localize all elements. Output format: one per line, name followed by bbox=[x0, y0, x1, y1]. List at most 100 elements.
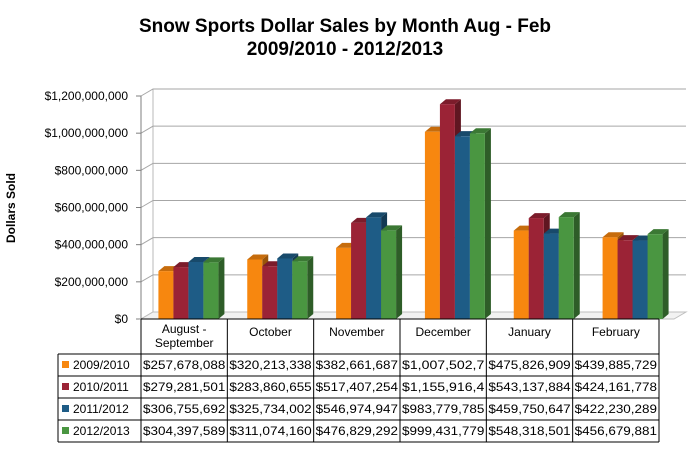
data-label: $325,734,002 bbox=[229, 402, 312, 416]
legend-key bbox=[62, 405, 69, 412]
bar bbox=[469, 128, 491, 319]
bar-side bbox=[218, 257, 225, 319]
data-label: $543,137,884 bbox=[488, 380, 571, 394]
data-label: $459,750,647 bbox=[488, 402, 571, 416]
data-label: $548,318,501 bbox=[488, 424, 571, 438]
bar-side bbox=[396, 225, 403, 319]
bar-top bbox=[381, 225, 403, 231]
y-tick-label: $400,000,000 bbox=[55, 238, 129, 252]
plot-area: $0 $200,000,000 $400,000,000 $600,000,000 $8… bbox=[45, 88, 688, 326]
bar-front bbox=[617, 240, 633, 319]
bar-front bbox=[454, 136, 470, 319]
bar-top bbox=[528, 213, 550, 219]
bar-front bbox=[292, 261, 308, 319]
bar-side bbox=[484, 128, 491, 319]
data-label: $257,678,088 bbox=[143, 358, 226, 372]
bar-front bbox=[158, 271, 174, 319]
legend-label: 2012/2013 bbox=[73, 424, 130, 438]
bar-front bbox=[602, 237, 618, 319]
bar-front bbox=[528, 218, 544, 319]
legend-key bbox=[62, 383, 69, 390]
bar bbox=[381, 225, 403, 319]
bar-top bbox=[203, 257, 225, 263]
data-label: $311,074,160 bbox=[229, 424, 312, 438]
bar-side bbox=[662, 229, 669, 319]
y-tick-label: $600,000,000 bbox=[55, 201, 129, 215]
bar-front bbox=[381, 230, 397, 319]
legend-label: 2009/2010 bbox=[73, 358, 130, 372]
data-label: $279,281,501 bbox=[143, 380, 226, 394]
bar-top bbox=[366, 212, 388, 218]
data-label: $304,397,589 bbox=[143, 424, 226, 438]
bar bbox=[292, 256, 314, 319]
data-label: $999,431,779 bbox=[402, 424, 485, 438]
y-axis-label: Dollars Sold bbox=[4, 173, 18, 243]
data-label: $517,407,254 bbox=[316, 380, 399, 394]
bar-top bbox=[602, 232, 624, 238]
y-tick-label: $1,200,000,000 bbox=[45, 89, 129, 103]
bar-front bbox=[543, 233, 559, 319]
data-label: $283,860,655 bbox=[229, 380, 312, 394]
legend-label: 2010/2011 bbox=[73, 380, 129, 394]
y-tick-label: $200,000,000 bbox=[55, 275, 129, 289]
bar-front bbox=[203, 262, 219, 319]
legend-label: 2011/2012 bbox=[73, 402, 129, 416]
bar-front bbox=[173, 267, 189, 319]
bar-side bbox=[307, 256, 314, 319]
y-tick-label: $1,000,000,000 bbox=[45, 126, 129, 140]
bar-front bbox=[439, 104, 455, 319]
bar-top bbox=[247, 254, 269, 260]
x-tick-label: December bbox=[415, 325, 470, 339]
x-tick-label: January bbox=[508, 325, 551, 339]
data-table: August -September October November December… bbox=[57, 318, 660, 443]
bar-front bbox=[247, 259, 263, 319]
bar-front bbox=[336, 247, 352, 319]
gridline bbox=[140, 200, 686, 208]
chart-title-line-1: Snow Sports Dollar Sales by Month Aug - … bbox=[139, 16, 551, 37]
legend-key bbox=[62, 427, 69, 434]
gridline bbox=[140, 274, 686, 283]
bar-front bbox=[513, 230, 529, 319]
data-label: $422,230,289 bbox=[575, 402, 658, 416]
bar-side bbox=[573, 212, 580, 319]
data-label: $439,885,729 bbox=[575, 358, 658, 372]
bar-top bbox=[188, 256, 210, 262]
gridline bbox=[140, 237, 686, 246]
bar-front bbox=[351, 222, 367, 319]
legend-key bbox=[62, 361, 69, 368]
bar-top bbox=[617, 235, 639, 241]
bar-front bbox=[469, 133, 485, 319]
bar-front bbox=[366, 217, 382, 319]
y-tick-label: $800,000,000 bbox=[55, 163, 129, 177]
bar-front bbox=[558, 217, 574, 319]
data-label: $1,007,502,7 bbox=[402, 358, 485, 372]
bar-front bbox=[277, 258, 293, 319]
bar-front bbox=[262, 266, 278, 319]
data-label: $306,755,692 bbox=[143, 402, 226, 416]
bar-top bbox=[292, 256, 314, 262]
bar-top bbox=[647, 229, 669, 235]
bar bbox=[558, 212, 580, 319]
gridline bbox=[140, 88, 686, 97]
x-tick-label: November bbox=[329, 325, 384, 339]
bar-top bbox=[439, 99, 461, 105]
gridline bbox=[140, 162, 686, 171]
data-label: $475,826,909 bbox=[488, 358, 571, 372]
bar-top bbox=[469, 128, 491, 134]
bar-top bbox=[277, 253, 299, 259]
gridline bbox=[140, 125, 686, 134]
bar-front bbox=[632, 240, 648, 319]
bar-front bbox=[188, 261, 204, 319]
data-label: $546,974,947 bbox=[316, 402, 399, 416]
data-label: $456,679,881 bbox=[575, 424, 658, 438]
bar bbox=[203, 257, 225, 319]
bar-front bbox=[424, 131, 440, 319]
bar-front bbox=[647, 234, 663, 319]
data-label: $382,661,687 bbox=[316, 358, 399, 372]
data-label: $320,213,338 bbox=[229, 358, 312, 372]
data-label: $1,155,916,4 bbox=[402, 380, 485, 394]
y-tick-label: $0 bbox=[115, 312, 129, 326]
x-tick-label: October bbox=[249, 325, 292, 339]
data-label: $476,829,292 bbox=[316, 424, 399, 438]
